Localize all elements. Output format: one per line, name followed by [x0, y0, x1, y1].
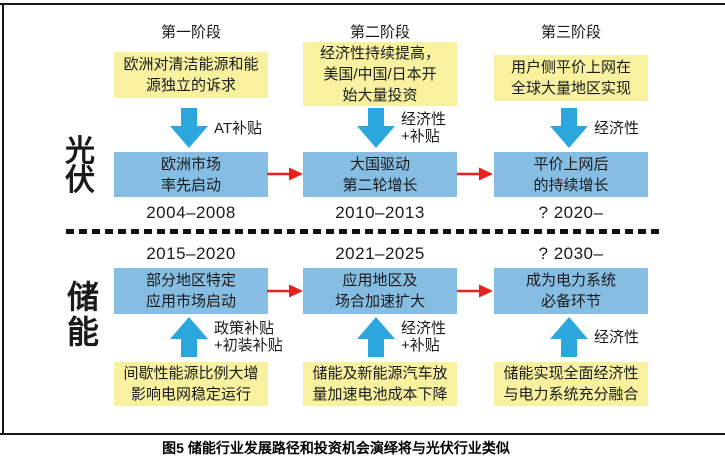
pv-driver-box-3: 用户侧平价上网在 全球大量地区实现: [494, 55, 648, 101]
pv-period-3: ? 2020–: [538, 203, 604, 222]
pv-arrow-group-1: AT补贴: [170, 108, 262, 148]
pv-period-1: 2004–2008: [146, 203, 236, 222]
storage-result-box-3: 成为电力系统 必备环节: [494, 268, 648, 314]
storage-driver-box-1: 间歇性能源比例大增 影响电网稳定运行: [114, 362, 268, 406]
right-arrow-icon: [457, 167, 493, 181]
storage-arrow-label-1: 政策补贴 +初装补贴: [214, 320, 283, 354]
pv-period-2: 2010–2013: [335, 203, 425, 222]
pv-arrow-label-1: AT补贴: [214, 119, 263, 137]
pv-arrow-label-2: 经济性 +补贴: [401, 111, 447, 145]
dotted-divider: [66, 229, 660, 234]
storage-result-box-1: 部分地区特定 应用市场启动: [114, 268, 268, 314]
pv-driver-box-2: 经济性持续提高， 美国/中国/日本开 始大量投资: [303, 42, 457, 106]
frame-border-left: [2, 3, 4, 435]
right-arrow-icon: [267, 284, 303, 298]
storage-period-2: 2021–2025: [335, 244, 425, 263]
pv-driver-box-1: 欧洲对清洁能源和能 源独立的诉求: [114, 52, 268, 98]
stage-header-3: 第三阶段: [540, 24, 601, 41]
pv-arrow-label-3: 经济性: [594, 119, 640, 137]
up-arrow-icon: [357, 317, 395, 357]
storage-arrow-label-3: 经济性: [594, 328, 640, 346]
frame-border-top: [0, 3, 725, 5]
storage-arrow-group-1: 政策补贴 +初装补贴: [170, 317, 283, 357]
frame-border-bottom: [0, 433, 725, 435]
storage-arrow-label-2: 经济性 +补贴: [401, 320, 447, 354]
storage-driver-box-2: 储能及新能源汽车放 量加速电池成本下降: [303, 362, 457, 406]
figure-caption: 图5 储能行业发展路径和投资机会演绎将与光伏行业类似: [162, 440, 510, 456]
right-arrow-icon: [457, 284, 493, 298]
pv-arrow-group-3: 经济性: [550, 108, 639, 148]
pv-arrow-group-2: 经济性 +补贴: [357, 108, 446, 148]
storage-driver-box-3: 储能实现全面经济性 与电力系统充分融合: [494, 362, 648, 406]
stage-header-1: 第一阶段: [160, 24, 221, 41]
up-arrow-icon: [550, 317, 588, 357]
pv-result-box-3: 平价上网后 的持续增长: [494, 152, 648, 197]
right-arrow-icon: [267, 167, 303, 181]
storage-arrow-group-3: 经济性: [550, 317, 639, 357]
pv-result-box-1: 欧洲市场 率先启动: [114, 152, 268, 197]
storage-period-1: 2015–2020: [146, 244, 236, 263]
stage-header-2: 第二阶段: [349, 24, 410, 41]
storage-period-3: ? 2030–: [538, 244, 604, 263]
storage-result-box-2: 应用地区及 场合加速扩大: [303, 268, 457, 314]
up-arrow-icon: [170, 317, 208, 357]
down-arrow-icon: [357, 108, 395, 148]
down-arrow-icon: [550, 108, 588, 148]
row-label-pv: 光伏: [65, 135, 95, 197]
storage-arrow-group-2: 经济性 +补贴: [357, 317, 446, 357]
down-arrow-icon: [170, 108, 208, 148]
row-label-storage: 储能: [66, 279, 99, 350]
pv-result-box-2: 大国驱动 第二轮增长: [303, 152, 457, 197]
